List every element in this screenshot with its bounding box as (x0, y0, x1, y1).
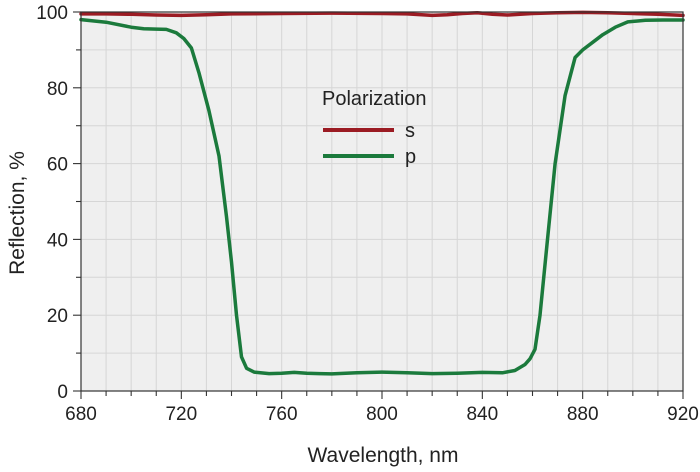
x-tick-label-840: 840 (466, 404, 498, 425)
y-tick-label-40: 40 (47, 230, 68, 251)
legend-label-p: p (405, 146, 416, 168)
y-tick-label-20: 20 (47, 306, 68, 327)
x-tick-label-920: 920 (667, 404, 699, 425)
x-axis-title: Wavelength, nm (308, 444, 459, 467)
x-tick-label-800: 800 (366, 404, 398, 425)
y-tick-label-60: 60 (47, 155, 68, 176)
x-tick-label-680: 680 (65, 404, 97, 425)
x-tick-label-720: 720 (165, 404, 197, 425)
x-tick-label-880: 880 (567, 404, 599, 425)
y-axis-title: Reflection, % (6, 151, 29, 275)
y-tick-label-80: 80 (47, 79, 68, 100)
series-line-p (79, 17, 685, 376)
y-tick-label-0: 0 (57, 382, 68, 403)
grid (81, 12, 683, 391)
legend-title: Polarization (322, 88, 427, 110)
legend: Polarization s p (322, 88, 427, 168)
y-tick-label-100: 100 (36, 3, 68, 24)
x-tick-label-760: 760 (266, 404, 298, 425)
plot-frame (80, 11, 684, 392)
legend-label-s: s (405, 120, 415, 142)
axis-ticks: 680 720 760 800 840 880 920 0 20 40 60 80 100 (36, 3, 699, 425)
